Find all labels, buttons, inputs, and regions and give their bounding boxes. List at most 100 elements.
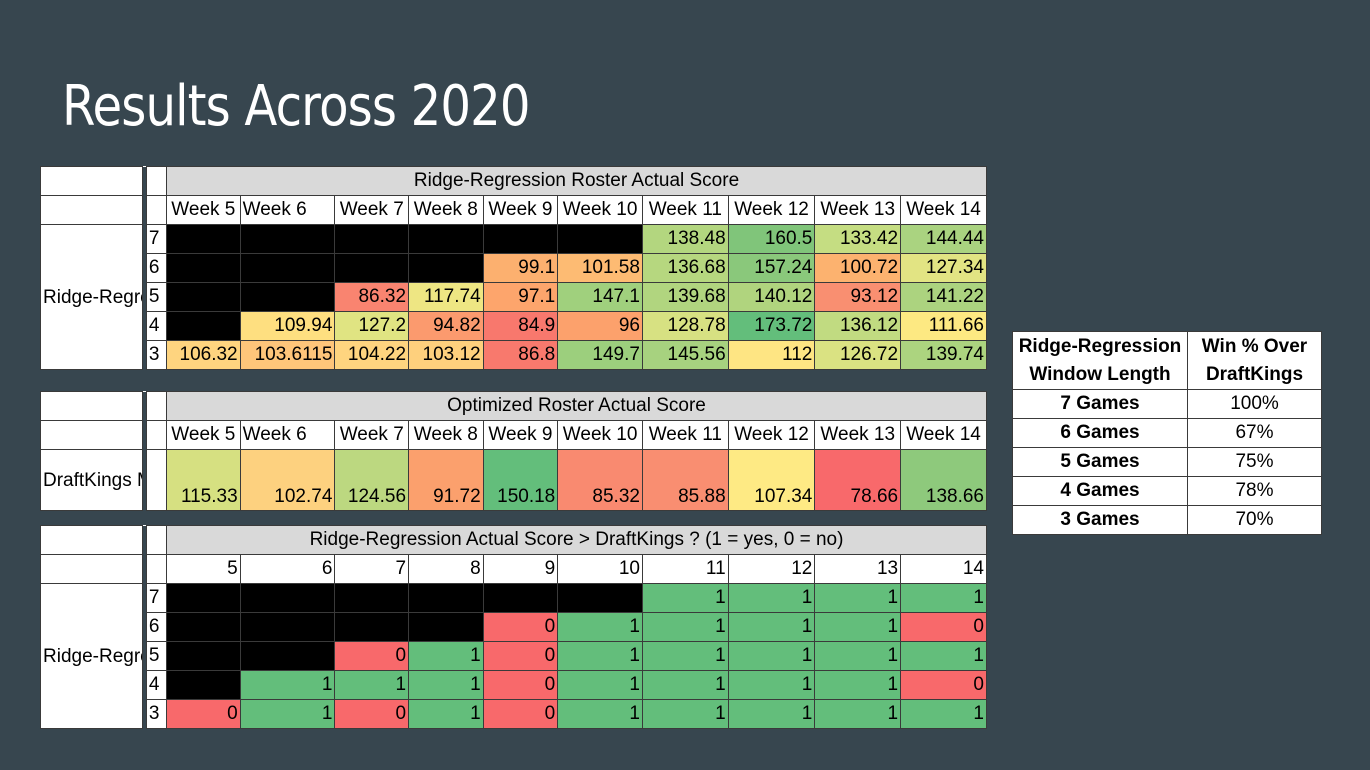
window-size-label: 4: [145, 670, 168, 700]
result-cell: 1: [814, 699, 902, 729]
result-cell: 1: [557, 641, 643, 671]
win-row: 5 Games 75%: [1012, 447, 1322, 477]
page-title: Results Across 2020: [62, 74, 531, 139]
comparison-week-header-row: 5 6 7 8 9 10 11 12 13 14: [40, 554, 987, 584]
win-row: 3 Games 70%: [1012, 505, 1322, 535]
week-header: 5: [166, 554, 241, 584]
result-cell: 0: [900, 612, 987, 642]
window-size-label: 4: [145, 311, 168, 341]
result-cell: 1: [557, 670, 643, 700]
empty-cell: [239, 282, 336, 312]
empty-cell: [239, 612, 336, 642]
ridge-week-header-row: Week 5 Week 6 Week 7 Week 8 Week 9 Week …: [40, 195, 987, 225]
week-header: 12: [727, 554, 816, 584]
week-header: 6: [239, 554, 336, 584]
result-cell: 1: [408, 670, 484, 700]
result-cell: 0: [482, 612, 559, 642]
score-cell: 136.12: [814, 311, 902, 341]
win-percent-table: Ridge-Regression Window Length Win % Ove…: [1012, 331, 1322, 535]
week-header: Week 7: [334, 420, 410, 450]
corner-cell: [40, 166, 143, 196]
score-cell: 133.42: [814, 224, 902, 254]
score-cell: 103.6115: [239, 340, 336, 370]
result-cell: 1: [900, 583, 987, 613]
week-header: Week 5: [166, 420, 241, 450]
window-size-label: 6: [145, 253, 168, 283]
empty-cell: [334, 224, 410, 254]
score-cell: 112: [727, 340, 816, 370]
window-size-label: 7: [145, 224, 168, 254]
score-cell: 147.1: [557, 282, 643, 312]
result-cell: 1: [727, 583, 816, 613]
draftkings-row: DraftKings Model 115.33102.74124.5691.72…: [40, 449, 987, 511]
ridge-row: 6 99.1 101.58 136.68 157.24 100.72 127.34: [41, 253, 987, 283]
result-cell: 1: [641, 670, 729, 700]
week-header: Week 12: [727, 420, 816, 450]
result-cell: 0: [482, 641, 559, 671]
week-header: 13: [814, 554, 902, 584]
week-header: Week 13: [814, 195, 902, 225]
result-cell: 0: [166, 699, 241, 729]
week-header: Week 7: [334, 195, 410, 225]
score-cell: 100.72: [814, 253, 902, 283]
week-header: 7: [334, 554, 410, 584]
week-header: 11: [641, 554, 729, 584]
empty-cell: [166, 612, 241, 642]
score-cell: 78.66: [814, 449, 902, 511]
score-cell: 138.66: [900, 449, 987, 511]
score-cell: 84.9: [482, 311, 559, 341]
result-cell: 1: [814, 670, 902, 700]
score-cell: 140.12: [727, 282, 816, 312]
score-cell: 86.32: [334, 282, 410, 312]
win-row: 6 Games 67%: [1012, 418, 1322, 448]
score-cell: 111.66: [900, 311, 987, 341]
week-header: Week 6: [239, 420, 336, 450]
empty-cell: [334, 253, 410, 283]
window-length-header: Ridge-Regression Window Length: [1012, 331, 1188, 390]
win-row-value: 70%: [1187, 505, 1322, 535]
ridge-row: 3 106.32 103.6115 104.22 103.12 86.8 149.7 145.…: [41, 340, 987, 370]
empty-cell: [557, 224, 643, 254]
week-header: 14: [900, 554, 987, 584]
week-header: 9: [482, 554, 559, 584]
empty-cell: [408, 224, 484, 254]
score-cell: 124.56: [334, 449, 410, 511]
comparison-table: Ridge-Regression Actual Score > DraftKin…: [40, 525, 987, 729]
score-cell: 144.44: [900, 224, 987, 254]
win-row-value: 67%: [1187, 418, 1322, 448]
score-cell: 139.74: [900, 340, 987, 370]
score-cell: 104.22: [334, 340, 410, 370]
empty-cell: [408, 612, 484, 642]
score-cell: 149.7: [557, 340, 643, 370]
score-cell: 107.34: [727, 449, 816, 511]
comparison-table-title: Ridge-Regression Actual Score > DraftKin…: [166, 525, 987, 555]
week-header: Week 9: [482, 195, 559, 225]
week-header: Week 14: [900, 420, 987, 450]
empty-cell: [166, 311, 241, 341]
win-row: 4 Games 78%: [1012, 476, 1322, 506]
result-cell: 1: [641, 612, 729, 642]
empty-cell: [239, 641, 336, 671]
score-cell: 94.82: [408, 311, 484, 341]
score-cell: 141.22: [900, 282, 987, 312]
win-row-value: 78%: [1187, 476, 1322, 506]
empty-cell: [408, 583, 484, 613]
score-cell: 85.88: [641, 449, 729, 511]
result-cell: 1: [727, 699, 816, 729]
score-cell: 127.34: [900, 253, 987, 283]
result-cell: 0: [334, 641, 410, 671]
score-cell: 145.56: [641, 340, 729, 370]
comparison-row-label: Ridge-Regression Window Size: [40, 583, 143, 729]
ridge-row: 4 109.94 127.2 94.82 84.9 96 128.78 173.72 136.1…: [41, 311, 987, 341]
result-cell: 1: [814, 612, 902, 642]
empty-cell: [166, 583, 241, 613]
score-cell: 106.32: [166, 340, 241, 370]
window-size-label: 3: [145, 340, 168, 370]
week-header: Week 13: [814, 420, 902, 450]
score-cell: 136.68: [641, 253, 729, 283]
score-cell: 115.33: [166, 449, 241, 511]
